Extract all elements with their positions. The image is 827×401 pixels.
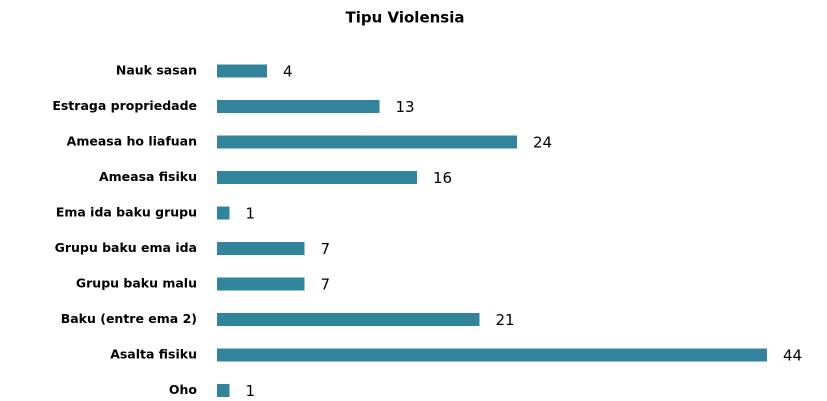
bar — [217, 64, 267, 78]
bar — [217, 384, 230, 397]
data-label: 4 — [283, 63, 293, 81]
bar — [217, 100, 380, 113]
category-label: Grupu baku ema ida — [55, 240, 197, 255]
category-label: Nauk sasan — [116, 63, 197, 78]
data-label: 7 — [321, 276, 331, 294]
data-label: 21 — [496, 311, 515, 329]
bar — [217, 313, 480, 326]
data-label: 44 — [783, 347, 802, 365]
data-label: 7 — [321, 240, 331, 258]
category-label: Oho — [169, 382, 198, 397]
bar — [217, 135, 517, 149]
bar — [217, 242, 305, 255]
bar — [217, 171, 417, 184]
category-label: Ameasa ho liafuan — [67, 134, 197, 149]
data-label: 1 — [246, 382, 256, 400]
category-label: Baku (entre ema 2) — [61, 311, 197, 326]
category-label: Ameasa fisiku — [99, 169, 197, 184]
bar — [217, 348, 767, 362]
category-label: Estraga propriedade — [52, 98, 197, 113]
category-label: Asalta fisiku — [110, 347, 197, 362]
bar — [217, 206, 230, 220]
data-label: 1 — [246, 205, 256, 223]
data-label: 24 — [533, 134, 552, 152]
data-label: 16 — [433, 169, 452, 187]
bar — [217, 277, 305, 291]
category-label: Grupu baku malu — [76, 276, 197, 291]
chart-title: Tipu Violensia — [346, 9, 465, 27]
category-label: Ema ida baku grupu — [56, 205, 197, 220]
data-label: 13 — [396, 98, 415, 116]
